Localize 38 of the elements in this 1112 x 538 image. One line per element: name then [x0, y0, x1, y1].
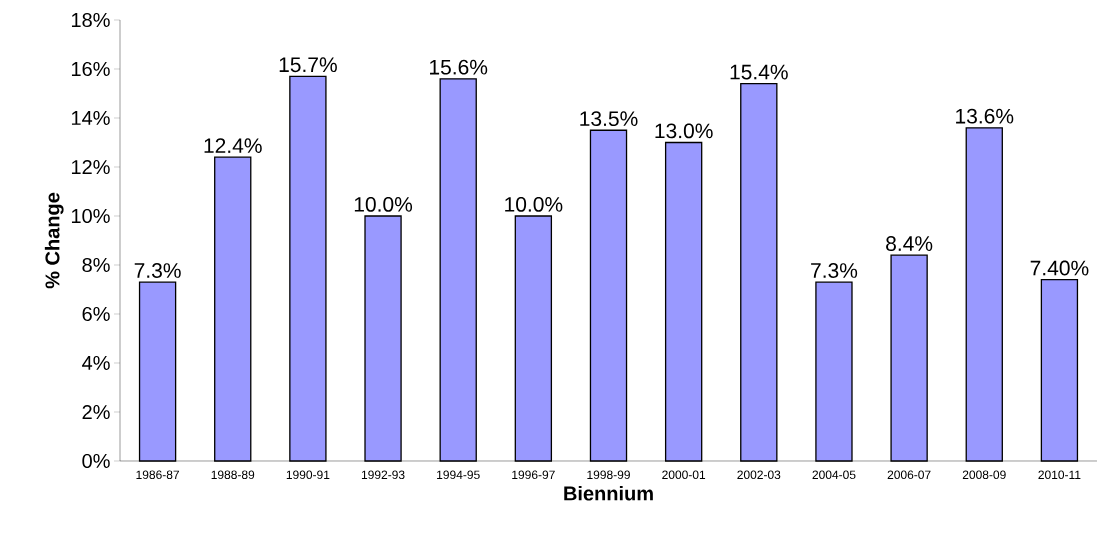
y-tick-label: 4%	[82, 355, 110, 370]
y-tick-label: 8%	[82, 257, 110, 273]
y-tick-label: 0%	[82, 453, 110, 469]
x-tick-label: 1990-91	[286, 470, 330, 480]
x-tick-label: 2010-11	[1038, 470, 1081, 480]
x-tick-label: 2004-05	[812, 470, 856, 480]
y-tick-label: 6%	[82, 306, 110, 322]
x-tick-label: 1988-89	[211, 470, 255, 480]
x-tick-label: 1996-97	[512, 470, 555, 480]
data-label: 13.6%	[956, 108, 1014, 124]
data-label: 15.7%	[279, 57, 337, 73]
x-tick-label: 2002-03	[737, 470, 781, 480]
data-label: 10.0%	[354, 196, 413, 212]
x-tick-label: 1998-99	[587, 470, 630, 480]
x-tick-label: 1986-87	[136, 470, 179, 480]
x-tick-label: 2000-01	[662, 470, 706, 480]
data-label: 15.4%	[730, 64, 788, 80]
y-tick-label: 14%	[71, 110, 110, 125]
x-tick-label: 2006-07	[887, 470, 931, 480]
data-label: 13.0%	[655, 123, 713, 139]
x-axis-title: Biennium	[564, 485, 653, 501]
y-tick-label: 2%	[82, 404, 110, 420]
data-label: 12.4%	[204, 138, 262, 153]
x-tick-label: 2008-09	[962, 470, 1006, 480]
data-label: 7.3%	[134, 263, 181, 278]
x-tick-label: 1994-95	[437, 470, 480, 480]
data-label: 10.0%	[505, 196, 563, 212]
data-label: 7.40%	[1030, 260, 1089, 276]
y-tick-label: 16%	[71, 61, 110, 77]
y-tick-label: 12%	[71, 159, 110, 175]
data-label: 7.3%	[811, 263, 858, 278]
y-tick-label: 18%	[71, 12, 110, 28]
data-label: 8.4%	[886, 236, 933, 251]
x-tick-label: 1992-93	[361, 470, 405, 480]
data-label: 13.5%	[580, 111, 638, 127]
data-label: 15.6%	[430, 59, 488, 75]
y-tick-label: 10%	[71, 208, 110, 224]
y-axis-title: % Change	[44, 192, 64, 289]
